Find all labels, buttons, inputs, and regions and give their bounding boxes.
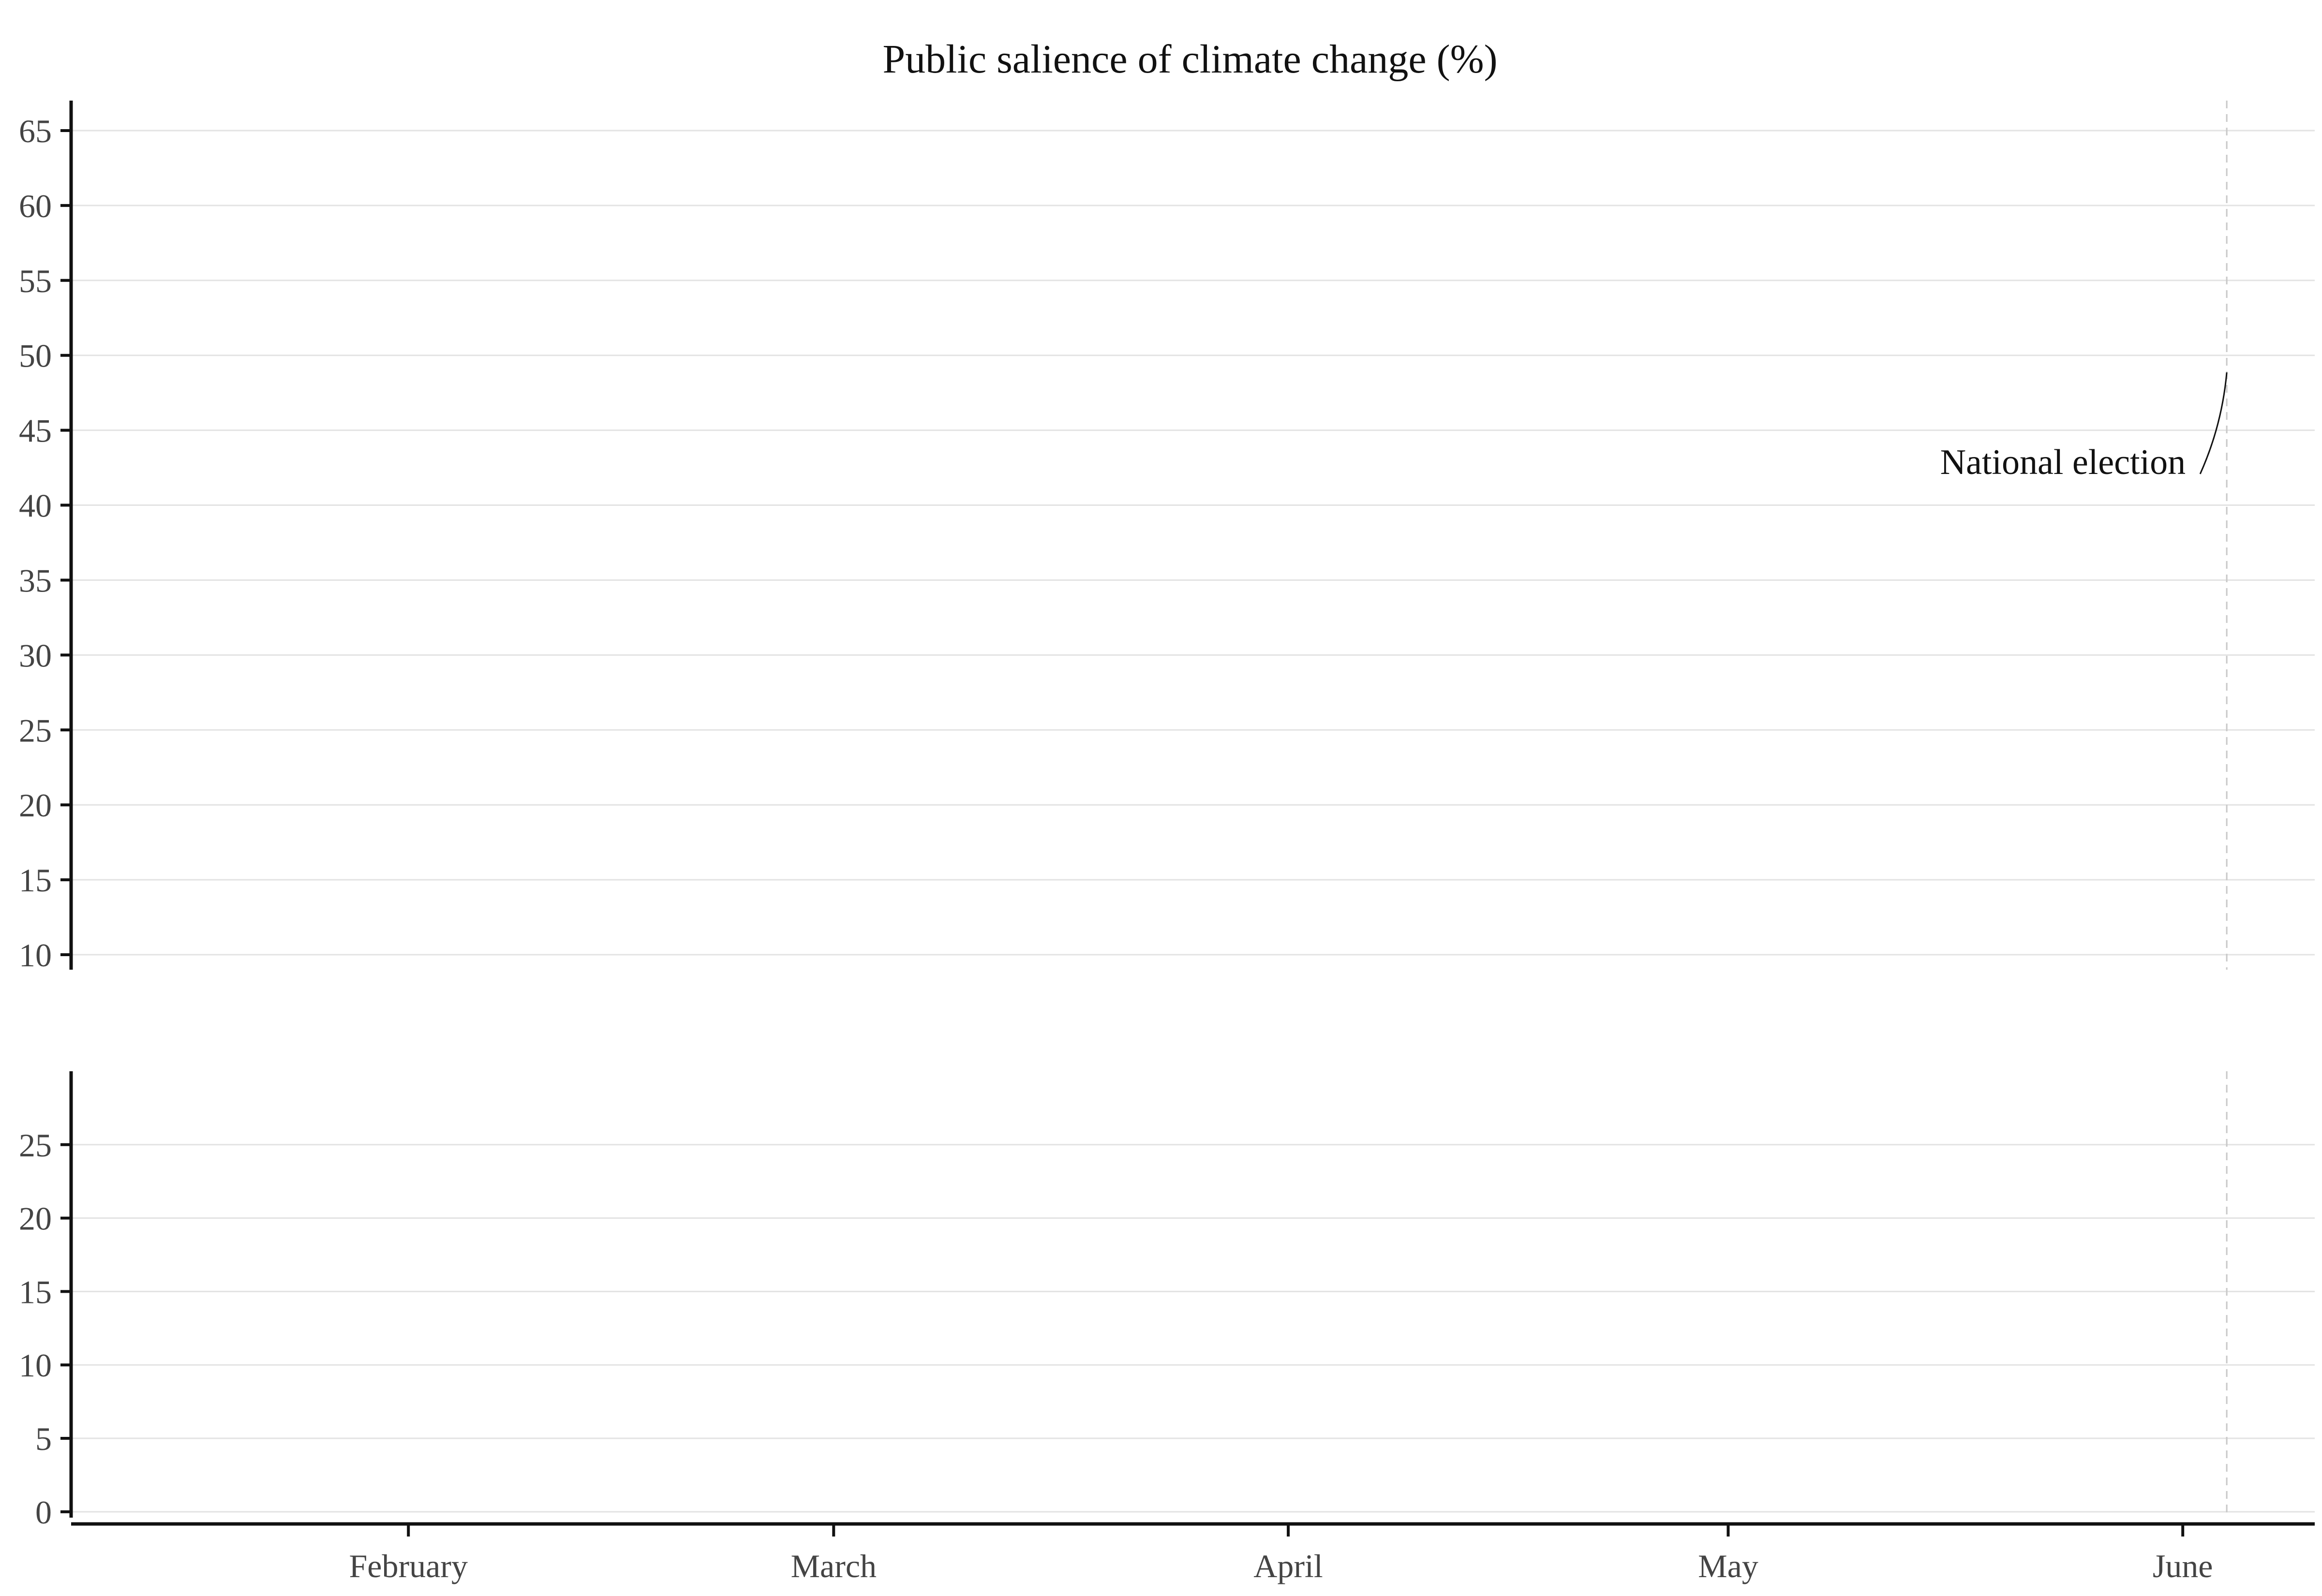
y-tick-label-bottom-5: 5 (35, 1420, 52, 1457)
y-tick-label-top-15: 15 (19, 862, 52, 899)
y-tick-label-top-50: 50 (19, 338, 52, 374)
x-axis: February March April May June (71, 1522, 2315, 1584)
y-tick-label-top-20: 20 (19, 787, 52, 824)
election-annotation: National election (1940, 101, 2228, 1518)
x-tick-label-june: June (2153, 1548, 2213, 1584)
bottom-panel: 0 5 10 15 20 25 (19, 1071, 2315, 1531)
y-tick-label-bottom-15: 15 (19, 1273, 52, 1310)
y-tick-label-top-30: 30 (19, 637, 52, 674)
y-tick-label-bottom-25: 25 (19, 1127, 52, 1164)
y-tick-label-top-35: 35 (19, 562, 52, 599)
y-tick-label-top-10: 10 (19, 937, 52, 974)
annotation-label: National election (1940, 443, 2186, 482)
annotation-pointer (2199, 372, 2228, 474)
x-tick-label-february: February (349, 1548, 467, 1584)
y-tick-label-bottom-10: 10 (19, 1347, 52, 1384)
top-panel: 10 15 20 25 30 35 40 45 50 55 60 65 (19, 101, 2315, 974)
y-tick-label-top-45: 45 (19, 413, 52, 449)
y-tick-label-top-40: 40 (19, 488, 52, 524)
y-tick-label-top-55: 55 (19, 263, 52, 299)
x-tick-label-march: March (791, 1548, 877, 1584)
x-tick-label-april: April (1253, 1548, 1323, 1584)
y-tick-label-bottom-0: 0 (35, 1494, 52, 1531)
chart-title: Public salience of climate change (%) (882, 37, 1497, 82)
y-tick-label-top-25: 25 (19, 712, 52, 749)
y-tick-label-top-60: 60 (19, 188, 52, 224)
y-tick-label-bottom-20: 20 (19, 1200, 52, 1237)
x-tick-label-may: May (1698, 1548, 1758, 1584)
y-tick-label-top-65: 65 (19, 113, 52, 149)
